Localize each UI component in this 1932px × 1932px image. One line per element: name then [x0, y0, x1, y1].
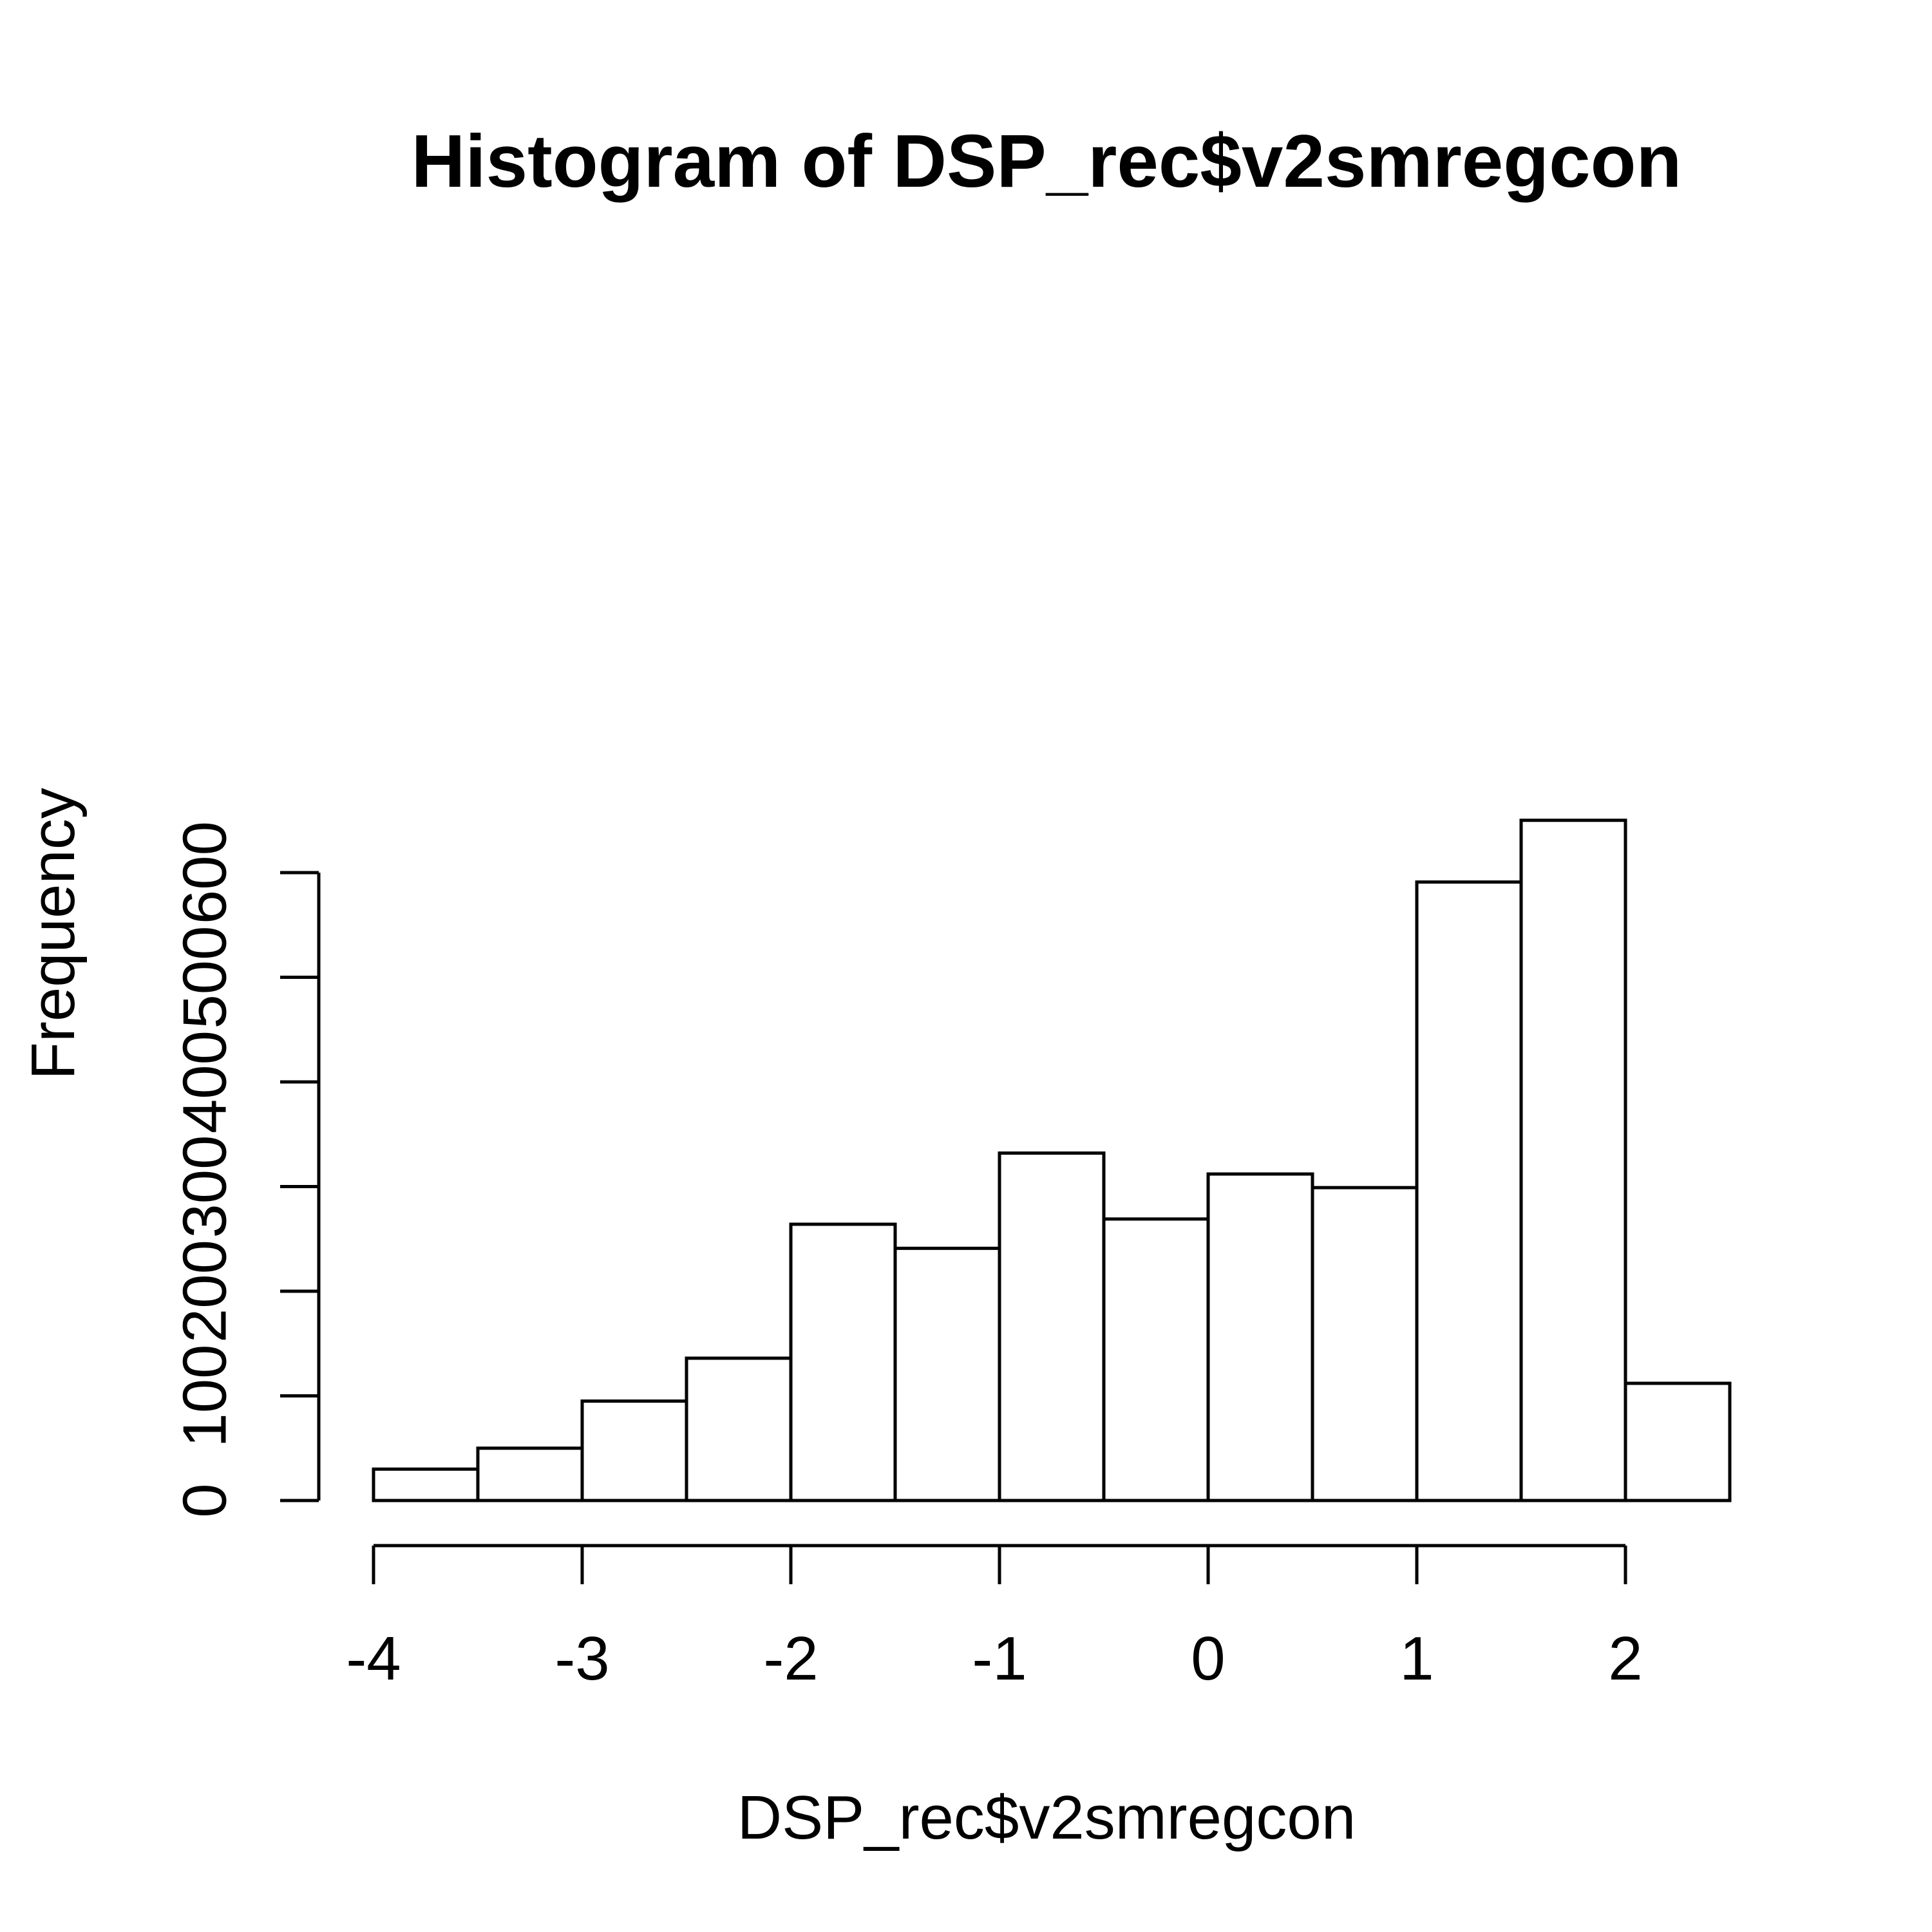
histogram-bar	[372, 1467, 480, 1502]
y-tick-label: 400	[171, 1030, 240, 1133]
y-tick-label: 200	[171, 1240, 240, 1343]
chart-title: Histogram of DSP_rec$v2smregcon	[412, 119, 1682, 203]
x-axis: -4 -3 -2 -1 0 1 2	[346, 1544, 1643, 1693]
x-tick-label: -2	[763, 1624, 818, 1693]
histogram-bar	[1102, 1217, 1210, 1502]
histogram-bar	[1206, 1172, 1314, 1502]
histogram-bar	[893, 1246, 1001, 1502]
x-tick-label: -3	[554, 1624, 609, 1693]
histogram-bars	[372, 819, 1732, 1502]
x-axis-label: DSP_rec$v2smregcon	[737, 1783, 1356, 1852]
x-tick-label: 1	[1399, 1624, 1434, 1693]
histogram-bar	[1519, 819, 1627, 1502]
histogram-bar	[476, 1446, 584, 1502]
y-tick-label: 0	[171, 1483, 240, 1517]
histogram-bar	[1624, 1381, 1732, 1502]
x-tick-label: -4	[346, 1624, 401, 1693]
histogram-bar	[685, 1356, 793, 1502]
x-tick-label: -1	[972, 1624, 1027, 1693]
y-tick-label: 500	[171, 925, 240, 1028]
histogram-bar	[998, 1151, 1106, 1502]
y-tick-label: 600	[171, 821, 240, 924]
x-tick-label: 2	[1608, 1624, 1642, 1693]
y-tick-label: 100	[171, 1344, 240, 1447]
y-axis-label: Frequency	[19, 788, 88, 1080]
histogram-bar	[580, 1399, 688, 1502]
histogram-bar	[789, 1222, 897, 1502]
y-tick-label: 300	[171, 1135, 240, 1238]
x-tick-label: 0	[1191, 1624, 1225, 1693]
histogram-bar	[1415, 880, 1523, 1502]
histogram-bar	[1311, 1186, 1419, 1502]
